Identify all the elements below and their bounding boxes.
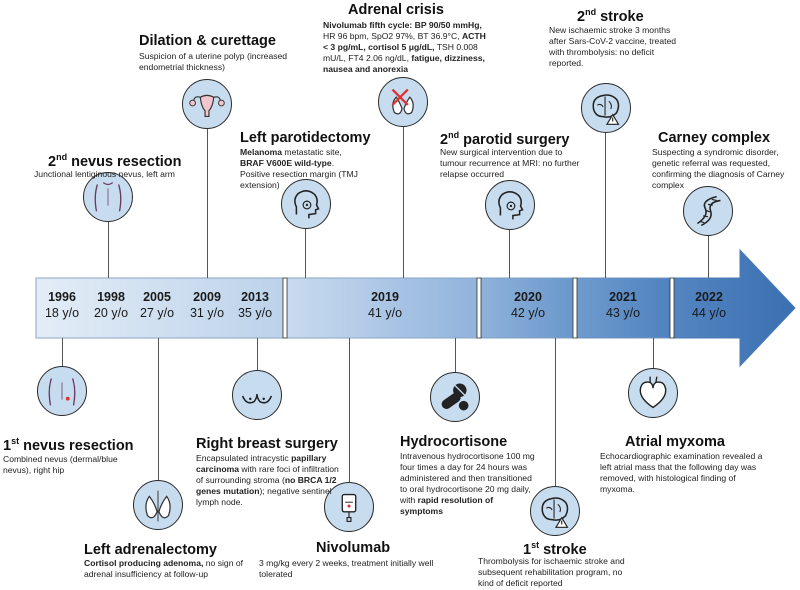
age-label: 44 y/o xyxy=(691,306,727,320)
event-desc-carney: Suspecting a syndromic disorder, genetic… xyxy=(652,147,785,190)
head-parotid-icon xyxy=(281,179,331,229)
year-label: 2022 xyxy=(695,290,723,304)
age-label: 42 y/o xyxy=(510,306,546,320)
year-label: 2009 xyxy=(193,290,221,304)
event-title-parotidectomy: Left parotidectomy xyxy=(240,130,371,146)
event-title-nevus2: 2nd nevus resection xyxy=(48,152,182,170)
year-label: 2013 xyxy=(241,290,269,304)
connector-myxoma xyxy=(653,338,655,368)
event-desc-dilation: Suspicion of a uterine polyp (increased … xyxy=(139,51,288,72)
iv-bag-icon xyxy=(324,482,374,532)
event-title-carney: Carney complex xyxy=(658,130,771,146)
connector-nevus2 xyxy=(108,220,110,278)
connector-parotidectomy xyxy=(305,228,307,278)
uterus-icon xyxy=(182,79,232,129)
connector-dilation xyxy=(207,126,209,278)
event-title-breast: Right breast surgery xyxy=(196,436,338,452)
brain-warning-icon xyxy=(581,83,631,133)
event-title-myxoma: Atrial myxoma xyxy=(625,434,725,450)
connector-nivolumab xyxy=(349,338,351,482)
event-desc-nevus1: Combined nevus (dermal/blue nevus), righ… xyxy=(3,454,118,475)
event-title-adrenalectomy: Left adrenalectomy xyxy=(84,542,217,558)
connector-stroke1 xyxy=(555,338,557,486)
event-desc-nivolumab: 3 mg/kg every 2 weeks, treatment initial… xyxy=(259,558,434,579)
event-desc-stroke1: Thrombolysis for ischaemic stroke and su… xyxy=(478,556,625,588)
pills-icon xyxy=(430,372,480,422)
brain-warning-icon xyxy=(530,486,580,536)
year-label: 2019 xyxy=(371,290,399,304)
age-label: 27 y/o xyxy=(139,306,175,320)
event-desc-stroke2: New ischaemic stroke 3 months after Sars… xyxy=(549,25,677,68)
event-title-nivolumab: Nivolumab xyxy=(316,540,391,556)
event-desc-adrenalectomy: Cortisol producing adenoma, no sign of a… xyxy=(84,558,244,579)
connector-carney xyxy=(708,235,710,278)
event-title-parotid2: 2nd parotid surgery xyxy=(440,130,570,148)
kidney-adrenal-icon xyxy=(133,480,183,530)
event-desc-parotid2: New surgical intervention due to tumour … xyxy=(440,147,580,179)
event-desc-breast: Encapsulated intracystic papillary carci… xyxy=(196,453,339,507)
heart-icon xyxy=(628,368,678,418)
head-parotid-icon xyxy=(485,180,535,230)
event-title-nevus1: 1st nevus resection xyxy=(3,436,134,454)
event-desc-hydrocortisone: Intravenous hydrocortisone 100 mg four t… xyxy=(400,451,535,516)
event-desc-adrenal-crisis: Nivolumab fifth cycle: BP 90/50 mmHg, HR… xyxy=(323,20,486,74)
connector-nevus1 xyxy=(62,338,64,366)
event-title-hydrocortisone: Hydrocortisone xyxy=(400,434,508,450)
connector-parotid2 xyxy=(509,229,511,278)
event-desc-parotidectomy: Melanoma metastatic site, BRAF V600E wil… xyxy=(240,147,358,190)
event-desc-nevus2: Junctional lentiginous nevus, left arm xyxy=(34,169,175,179)
connector-breast xyxy=(257,338,259,370)
age-label: 31 y/o xyxy=(189,306,225,320)
event-title-dilation: Dilation & curettage xyxy=(139,33,276,49)
back-skin-icon xyxy=(37,366,87,416)
connector-hydrocortisone xyxy=(455,338,457,372)
year-label: 2005 xyxy=(143,290,171,304)
year-label: 2020 xyxy=(514,290,542,304)
event-title-stroke2: 2nd stroke xyxy=(577,7,644,25)
age-label: 41 y/o xyxy=(367,306,403,320)
adrenal-crossed-icon xyxy=(378,77,428,127)
event-desc-myxoma: Echocardiographic examination revealed a… xyxy=(600,451,763,494)
connector-adrenal-crisis xyxy=(403,126,405,278)
age-label: 43 y/o xyxy=(605,306,641,320)
connector-adrenalectomy xyxy=(158,338,160,480)
event-title-adrenal-crisis: Adrenal crisis xyxy=(348,2,444,18)
age-label: 20 y/o xyxy=(93,306,129,320)
back-skin-icon xyxy=(83,172,133,222)
year-label: 2021 xyxy=(609,290,637,304)
age-label: 35 y/o xyxy=(237,306,273,320)
year-label: 1996 xyxy=(48,290,76,304)
breast-icon xyxy=(232,370,282,420)
dna-icon xyxy=(683,186,733,236)
connector-stroke2 xyxy=(605,132,607,278)
event-title-stroke1: 1st stroke xyxy=(523,540,587,558)
year-label: 1998 xyxy=(97,290,125,304)
age-label: 18 y/o xyxy=(44,306,80,320)
